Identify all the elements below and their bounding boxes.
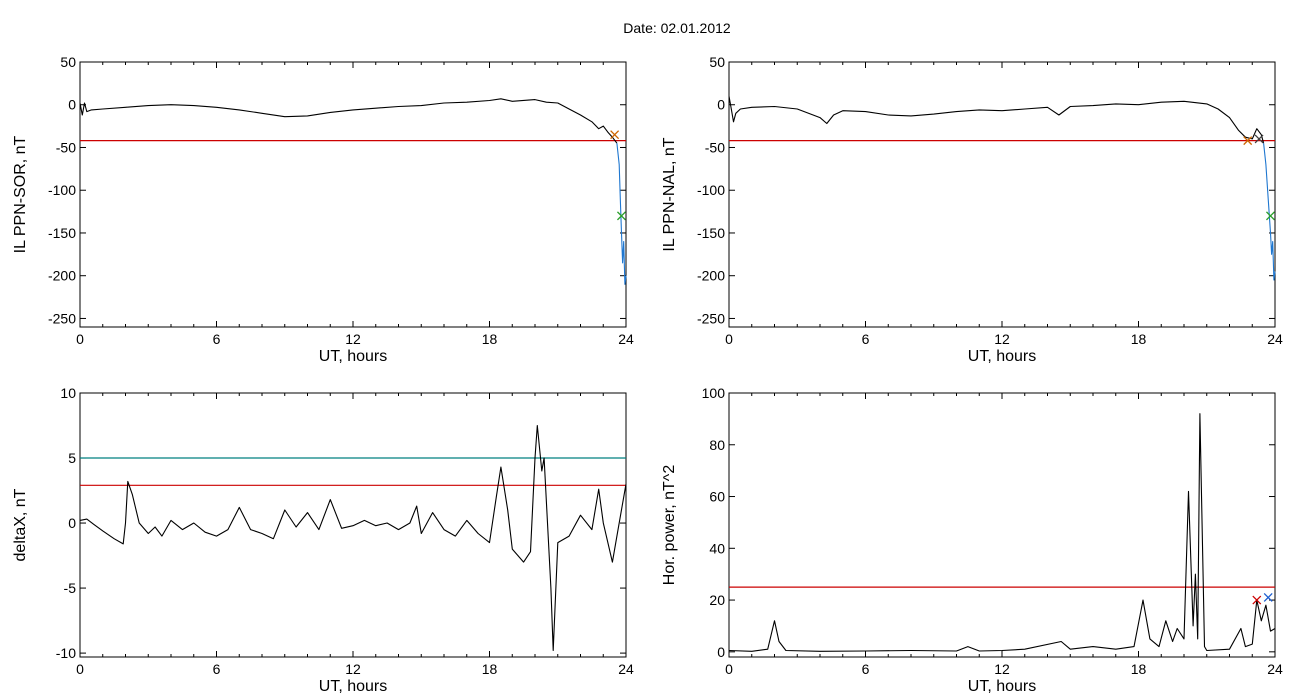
y-tick-label: 0 bbox=[717, 97, 725, 113]
plot-frame bbox=[728, 61, 1276, 328]
chart-panel-2: 0 6 12 18 24 50 0 -50 -100 -150 -200 -250 UT, hours I… bbox=[661, 54, 1283, 365]
y-tick-label: -100 bbox=[697, 182, 725, 198]
y-tick-label: -150 bbox=[48, 225, 76, 241]
x-tick-label: 24 bbox=[618, 331, 634, 347]
y-tick-label: -10 bbox=[56, 645, 76, 661]
cross-marker bbox=[1254, 134, 1264, 144]
y-tick-label: -200 bbox=[697, 268, 725, 284]
x-axis-label: UT, hours bbox=[319, 348, 387, 365]
series-line-1 bbox=[79, 98, 618, 144]
x-tick-label: 18 bbox=[1131, 661, 1147, 677]
series-line-2 bbox=[616, 143, 627, 285]
cross-marker-stroke bbox=[616, 211, 626, 221]
cross-marker bbox=[1252, 595, 1262, 605]
x-tick-label: 12 bbox=[345, 331, 361, 347]
series-line-2 bbox=[1263, 143, 1276, 281]
x-tick-label: 18 bbox=[482, 661, 498, 677]
x-tick-label: 18 bbox=[482, 331, 498, 347]
x-axis-label: UT, hours bbox=[319, 678, 387, 695]
y-tick-label: -200 bbox=[48, 268, 76, 284]
y-tick-label: 0 bbox=[68, 515, 76, 531]
cross-marker bbox=[610, 130, 620, 140]
y-tick-label: 100 bbox=[702, 385, 726, 401]
y-tick-label: -50 bbox=[56, 139, 76, 155]
x-tick-label: 0 bbox=[76, 331, 84, 347]
chart-panel-3: 0 6 12 18 24 10 5 0 -5 -10 UT, hours deltaX, nT bbox=[12, 385, 634, 695]
cross-marker-stroke bbox=[1243, 136, 1253, 146]
x-tick-label: 24 bbox=[1267, 661, 1283, 677]
y-tick-label: -100 bbox=[48, 182, 76, 198]
x-tick-label: 24 bbox=[1267, 331, 1283, 347]
y-tick-label: 10 bbox=[60, 385, 76, 401]
x-tick-label: 6 bbox=[213, 331, 221, 347]
x-axis-label: UT, hours bbox=[968, 678, 1036, 695]
y-tick-label: 0 bbox=[717, 644, 725, 660]
x-tick-label: 12 bbox=[994, 661, 1010, 677]
chart-panel-4: 0 6 12 18 24 100 80 60 40 20 0 UT, hours Hor. power,… bbox=[661, 385, 1283, 695]
x-tick-label: 18 bbox=[1131, 331, 1147, 347]
cross-marker-stroke bbox=[1263, 593, 1273, 602]
cross-marker-stroke bbox=[1254, 134, 1264, 144]
x-tick-label: 6 bbox=[862, 661, 870, 677]
series-line-1 bbox=[728, 96, 1265, 144]
figure-date-label: Date: 02.01.2012 bbox=[623, 20, 731, 36]
y-tick-label: -5 bbox=[64, 580, 77, 596]
y-axis-label: IL PPN-NAL, nT bbox=[661, 137, 678, 251]
cross-marker bbox=[1263, 593, 1273, 602]
cross-marker bbox=[616, 211, 626, 221]
cross-marker bbox=[1243, 136, 1253, 146]
y-tick-label: -150 bbox=[697, 225, 725, 241]
y-axis-label: deltaX, nT bbox=[12, 488, 29, 561]
x-tick-label: 0 bbox=[76, 661, 84, 677]
cross-marker-stroke bbox=[610, 130, 620, 140]
y-tick-label: 20 bbox=[709, 592, 725, 608]
y-axis-label: IL PPN-SOR, nT bbox=[12, 135, 29, 253]
series-line-1 bbox=[728, 413, 1276, 652]
x-tick-label: 6 bbox=[213, 661, 221, 677]
cross-marker bbox=[1265, 211, 1275, 221]
y-tick-label: 50 bbox=[709, 54, 725, 70]
x-tick-label: 0 bbox=[725, 661, 733, 677]
y-tick-label: 0 bbox=[68, 97, 76, 113]
y-axis-label: Hor. power, nT^2 bbox=[661, 465, 678, 586]
y-tick-label: -50 bbox=[705, 139, 725, 155]
x-tick-label: 0 bbox=[725, 331, 733, 347]
plot-frame bbox=[79, 392, 627, 658]
x-axis-label: UT, hours bbox=[968, 348, 1036, 365]
x-tick-label: 6 bbox=[862, 331, 870, 347]
series-line-1 bbox=[79, 424, 627, 652]
y-tick-label: 5 bbox=[68, 450, 76, 466]
cross-marker-stroke bbox=[1265, 211, 1275, 221]
x-tick-label: 24 bbox=[618, 661, 634, 677]
x-tick-label: 12 bbox=[994, 331, 1010, 347]
y-tick-label: 50 bbox=[60, 54, 76, 70]
y-tick-label: 60 bbox=[709, 489, 725, 505]
y-tick-label: 80 bbox=[709, 437, 725, 453]
y-tick-label: -250 bbox=[48, 310, 76, 326]
cross-marker-stroke bbox=[1252, 595, 1262, 605]
y-tick-label: 40 bbox=[709, 540, 725, 556]
y-tick-label: -250 bbox=[697, 310, 725, 326]
x-tick-label: 12 bbox=[345, 661, 361, 677]
chart-panel-1: 0 6 12 18 24 50 0 -50 -100 -150 -200 -250 UT, hours I… bbox=[12, 54, 634, 365]
